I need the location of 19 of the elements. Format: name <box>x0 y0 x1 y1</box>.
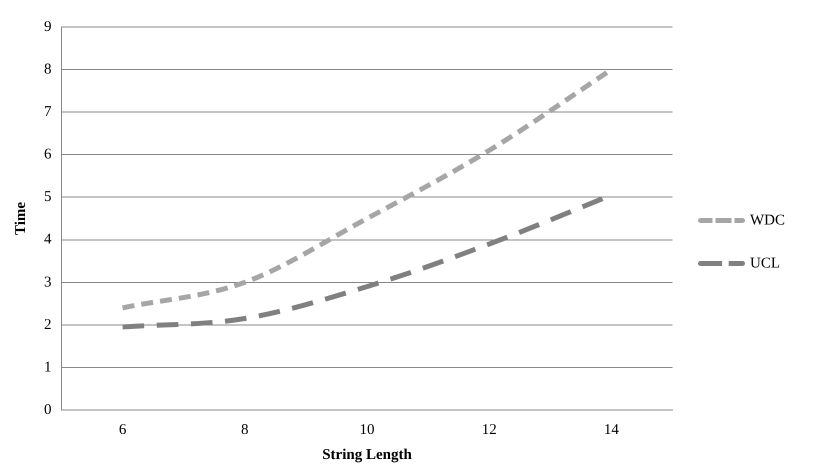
y-tick-label: 9 <box>44 18 52 35</box>
y-tick-label: 2 <box>44 316 52 333</box>
x-tick-label: 10 <box>360 422 374 438</box>
y-tick-label: 7 <box>44 104 52 120</box>
y-tick-label: 1 <box>44 359 52 376</box>
x-axis-title: String Length <box>322 446 412 463</box>
x-tick-label: 8 <box>241 422 249 438</box>
y-tick-label: 8 <box>44 61 52 78</box>
y-tick-label: 3 <box>44 274 52 290</box>
x-tick-label: 6 <box>118 422 127 438</box>
y-axis-title: Time <box>12 202 29 236</box>
y-tick-label: 6 <box>44 146 52 163</box>
y-tick-label: 0 <box>44 402 52 418</box>
x-tick-label: 14 <box>604 422 620 438</box>
x-tick-label: 12 <box>482 422 497 438</box>
y-tick-label: 4 <box>44 232 52 248</box>
legend-label: UCL <box>750 255 780 272</box>
y-tick-label: 5 <box>44 189 52 206</box>
legend-label: WDC <box>750 212 786 228</box>
